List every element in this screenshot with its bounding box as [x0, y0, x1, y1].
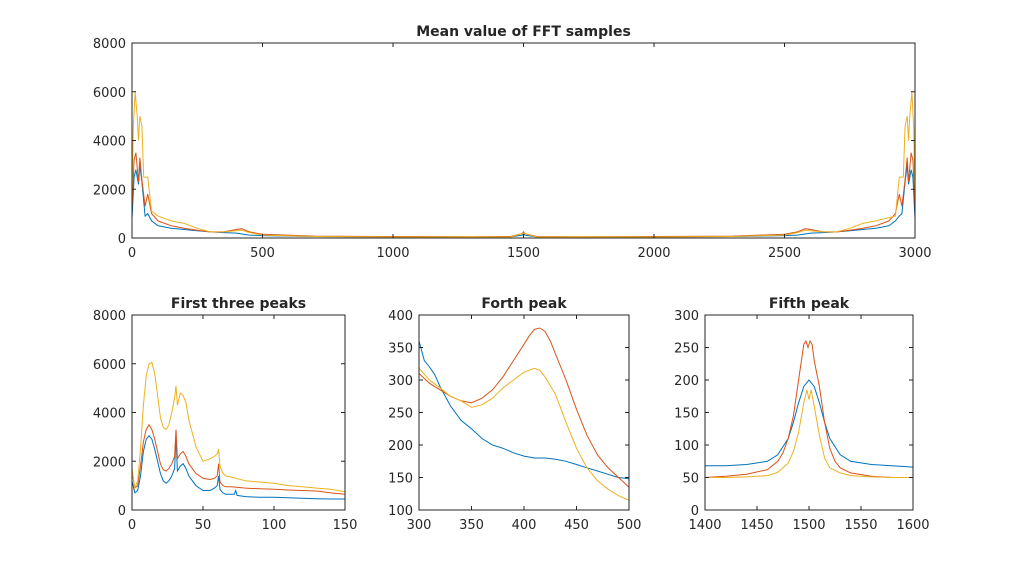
y-tick-label: 8000	[93, 309, 126, 324]
chart-title: Mean value of FFT samples	[416, 24, 631, 40]
series-line-1	[132, 434, 345, 500]
y-tick-label: 100	[388, 504, 413, 519]
x-tick-label: 0	[128, 246, 136, 261]
x-tick-label: 1400	[688, 518, 721, 533]
y-tick-label: 400	[388, 309, 413, 324]
x-tick-label: 100	[262, 518, 287, 533]
y-tick-label: 250	[388, 407, 413, 422]
x-tick-label: 500	[250, 246, 275, 261]
y-tick-label: 6000	[93, 86, 126, 101]
series-line-1	[705, 379, 913, 468]
y-tick-label: 6000	[93, 358, 126, 373]
x-tick-label: 50	[195, 518, 212, 533]
x-tick-label: 1500	[507, 246, 540, 261]
series-line-3	[132, 91, 915, 238]
plot-lines	[132, 361, 345, 500]
y-tick-label: 0	[118, 232, 126, 247]
x-tick-label: 150	[333, 518, 358, 533]
y-tick-label: 200	[388, 439, 413, 454]
y-tick-label: 150	[674, 407, 699, 422]
y-tick-label: 0	[118, 504, 126, 519]
x-tick-label: 350	[459, 518, 484, 533]
x-tick-label: 1500	[792, 518, 825, 533]
y-tick-label: 300	[674, 309, 699, 324]
y-tick-label: 2000	[93, 455, 126, 470]
x-tick-label: 1450	[740, 518, 773, 533]
x-tick-label: 1600	[896, 518, 929, 533]
y-tick-label: 150	[388, 472, 413, 487]
series-line-2	[705, 339, 913, 478]
plot-lines	[419, 327, 629, 501]
y-tick-label: 250	[674, 342, 699, 357]
chart-title: Fifth peak	[769, 296, 850, 312]
subplot-forth-peak: 300 350 400 450 500 100 150 200 250 300 350 400 Fort…	[388, 296, 641, 533]
x-tick-label: 3000	[898, 246, 931, 261]
y-tick-label: 4000	[93, 407, 126, 422]
y-tick-label: 200	[674, 374, 699, 389]
x-tick-label: 1550	[844, 518, 877, 533]
y-tick-label: 4000	[93, 135, 126, 150]
chart-title: First three peaks	[171, 296, 306, 312]
series-line-1	[419, 340, 629, 480]
y-tick-label: 300	[388, 374, 413, 389]
y-tick-label: 2000	[93, 183, 126, 198]
chart-title: Forth peak	[481, 296, 567, 312]
x-tick-label: 400	[512, 518, 537, 533]
series-line-3	[132, 361, 345, 493]
series-line-3	[705, 389, 913, 478]
subplot-fifth-peak: 1400 1450 1500 1550 1600 0 50 100 150 200 250 300 Fi…	[674, 296, 929, 533]
x-tick-label: 0	[128, 518, 136, 533]
x-tick-label: 2000	[637, 246, 670, 261]
x-tick-label: 1000	[376, 246, 409, 261]
plot-lines	[132, 91, 915, 238]
x-tick-label: 500	[617, 518, 642, 533]
plot-lines	[705, 339, 913, 478]
y-tick-label: 50	[682, 472, 699, 487]
subplot-first-three-peaks: 0 50 100 150 0 2000 4000 6000 8000 First three pe…	[93, 296, 358, 533]
y-tick-label: 100	[674, 439, 699, 454]
y-tick-label: 0	[691, 504, 699, 519]
x-tick-label: 450	[564, 518, 589, 533]
series-line-1	[132, 164, 915, 238]
x-tick-label: 300	[407, 518, 432, 533]
y-tick-label: 8000	[93, 37, 126, 52]
series-line-2	[132, 423, 345, 495]
subplot-mean-fft: 0 500 1000 1500 2000 2500 3000 0 2000 4000 6000 800…	[93, 24, 932, 261]
x-tick-label: 2500	[768, 246, 801, 261]
series-line-3	[419, 367, 629, 501]
y-tick-label: 350	[388, 342, 413, 357]
